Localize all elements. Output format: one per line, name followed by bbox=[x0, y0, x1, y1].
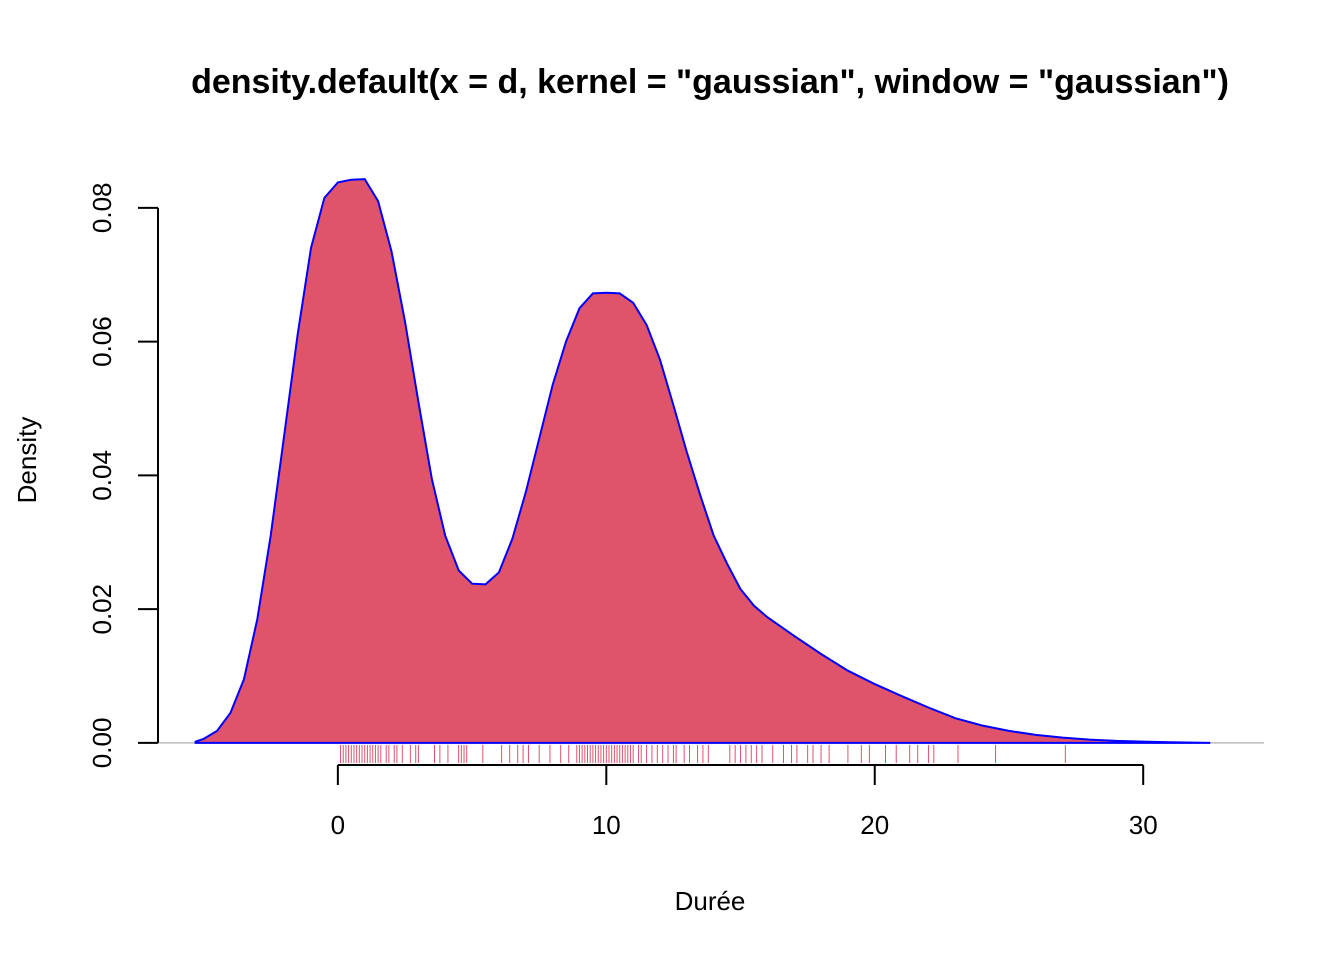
y-tick-label: 0.06 bbox=[87, 316, 117, 367]
x-tick-label: 0 bbox=[331, 810, 345, 840]
x-tick-label: 30 bbox=[1129, 810, 1158, 840]
y-tick-label: 0.02 bbox=[87, 584, 117, 635]
rug-layer bbox=[340, 745, 1066, 763]
x-axis-label: Durée bbox=[675, 886, 746, 916]
x-tick-label: 20 bbox=[860, 810, 889, 840]
x-axis: 0 10 20 30 bbox=[331, 764, 1158, 840]
y-tick-label: 0.08 bbox=[87, 182, 117, 233]
y-axis-label: Density bbox=[12, 417, 42, 504]
density-fill bbox=[195, 179, 1211, 743]
density-area-layer bbox=[158, 178, 1264, 744]
y-tick-label: 0.00 bbox=[87, 718, 117, 769]
y-axis: 0.00 0.02 0.04 0.06 0.08 bbox=[87, 182, 159, 769]
x-tick-label: 10 bbox=[592, 810, 621, 840]
y-tick-label: 0.04 bbox=[87, 450, 117, 501]
density-line bbox=[194, 178, 1211, 744]
chart-title: density.default(x = d, kernel = "gaussia… bbox=[191, 63, 1229, 101]
